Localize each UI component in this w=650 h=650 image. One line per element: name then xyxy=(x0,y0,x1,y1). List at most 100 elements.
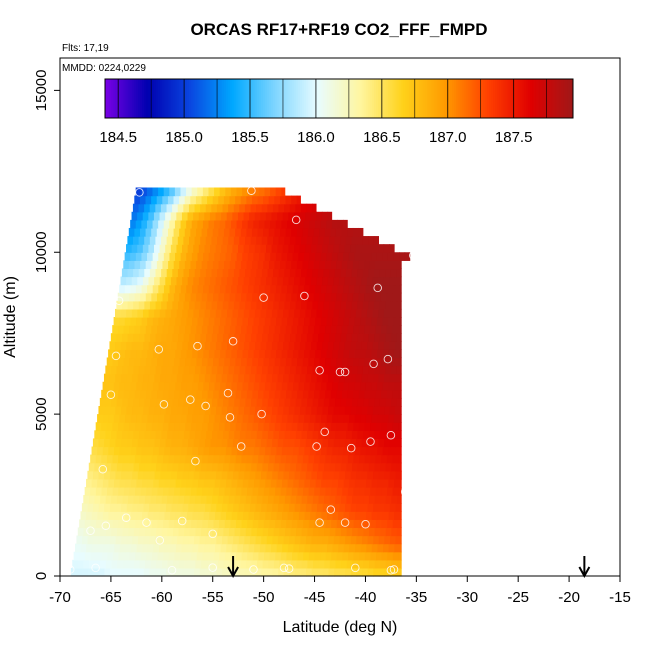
heatmap-cell xyxy=(258,454,265,464)
heatmap-cell xyxy=(285,357,293,367)
colorbar-segment xyxy=(559,79,562,118)
heatmap-cell xyxy=(195,195,203,205)
heatmap-cell xyxy=(329,430,336,439)
heatmap-cell xyxy=(182,244,189,253)
heatmap-cell xyxy=(308,357,315,367)
colorbar-segment xyxy=(175,79,178,118)
heatmap-cell xyxy=(144,365,151,375)
heatmap-cell xyxy=(214,414,221,423)
heatmap-cell xyxy=(136,349,143,359)
heatmap-cell xyxy=(193,406,200,415)
heatmap-cell xyxy=(212,292,220,302)
heatmap-cell xyxy=(311,373,318,383)
heatmap-cell xyxy=(305,341,312,350)
heatmap-cell xyxy=(115,567,122,577)
heatmap-cell xyxy=(238,470,245,480)
colorbar-segment xyxy=(407,79,410,118)
colorbar-segment xyxy=(454,79,457,118)
heatmap-cell xyxy=(380,559,387,569)
colorbar-tick-label: 184.5 xyxy=(99,129,137,146)
heatmap-cell xyxy=(194,365,202,375)
heatmap-cell xyxy=(86,511,93,520)
heatmap-cell xyxy=(322,503,329,512)
colorbar-segment xyxy=(547,79,551,118)
heatmap-cell xyxy=(357,527,364,537)
heatmap-cell xyxy=(305,438,312,448)
heatmap-cell xyxy=(300,567,307,577)
heatmap-cell xyxy=(231,317,238,326)
heatmap-cell xyxy=(133,462,140,472)
heatmap-cell xyxy=(157,519,164,529)
heatmap-cell xyxy=(244,406,251,415)
heatmap-cell xyxy=(253,187,260,197)
heatmap-cell xyxy=(120,438,128,448)
heatmap-cell xyxy=(322,341,329,350)
colorbar-segment xyxy=(510,79,514,118)
colorbar-segment xyxy=(389,79,393,118)
heatmap-cell xyxy=(229,260,236,270)
heatmap-cell xyxy=(347,292,354,302)
heatmap-cell xyxy=(205,535,212,545)
colorbar-segment xyxy=(264,79,268,118)
colorbar-segment xyxy=(557,79,560,118)
heatmap-cell xyxy=(132,406,139,415)
heatmap-cell xyxy=(288,276,295,286)
heatmap-cell xyxy=(255,438,262,448)
heatmap-cell xyxy=(122,559,129,569)
heatmap-cell xyxy=(322,470,329,480)
colorbar-segment xyxy=(177,79,180,118)
heatmap-cell xyxy=(291,357,298,367)
heatmap-cell xyxy=(372,244,379,253)
heatmap-cell xyxy=(277,341,284,350)
heatmap-cell xyxy=(195,462,202,472)
heatmap-cell xyxy=(270,219,277,229)
colorbar-segment xyxy=(173,79,176,118)
heatmap-cell xyxy=(260,211,267,221)
heatmap-cell xyxy=(189,365,196,375)
heatmap-cell xyxy=(98,503,105,512)
heatmap-cell xyxy=(290,397,297,407)
heatmap-cell xyxy=(371,414,378,423)
heatmap-cell xyxy=(137,341,144,350)
heatmap-cell xyxy=(179,227,186,237)
heatmap-cell xyxy=(248,381,255,391)
heatmap-cell xyxy=(161,365,168,375)
colorbar-segment xyxy=(543,79,547,118)
heatmap-cell xyxy=(256,365,263,375)
heatmap-cell xyxy=(294,438,301,448)
heatmap-cell xyxy=(339,373,346,383)
colorbar-segment xyxy=(385,79,389,118)
heatmap-cell xyxy=(162,422,170,431)
heatmap-cell xyxy=(190,325,197,334)
colorbar-segment xyxy=(196,79,200,118)
colorbar-segment xyxy=(284,79,287,118)
heatmap-cell xyxy=(292,317,300,326)
heatmap-cell xyxy=(385,333,392,342)
heatmap-cell xyxy=(135,551,142,561)
heatmap-cell xyxy=(304,414,311,423)
heatmap-cell xyxy=(129,357,136,367)
heatmap-cell xyxy=(230,389,237,399)
heatmap-cell xyxy=(99,397,107,407)
heatmap-cell xyxy=(118,551,125,561)
heatmap-cell xyxy=(268,195,275,205)
colorbar-segment xyxy=(259,79,262,118)
heatmap-cell xyxy=(284,527,292,537)
heatmap-cell xyxy=(302,357,309,367)
heatmap-cell xyxy=(203,284,210,294)
heatmap-cell xyxy=(167,397,174,407)
heatmap-cell xyxy=(127,236,134,245)
heatmap-cell xyxy=(139,397,146,407)
heatmap-cell xyxy=(141,317,148,326)
heatmap-cell xyxy=(307,495,314,504)
heatmap-cell xyxy=(236,252,243,261)
heatmap-cell xyxy=(266,406,273,415)
heatmap-cell xyxy=(141,219,148,229)
heatmap-cell xyxy=(101,454,108,464)
heatmap-cell xyxy=(262,462,269,472)
heatmap-cell xyxy=(294,503,301,512)
heatmap-cell xyxy=(309,414,317,423)
heatmap-cell xyxy=(145,260,152,270)
heatmap-cell xyxy=(336,389,343,399)
heatmap-cell xyxy=(97,543,104,553)
